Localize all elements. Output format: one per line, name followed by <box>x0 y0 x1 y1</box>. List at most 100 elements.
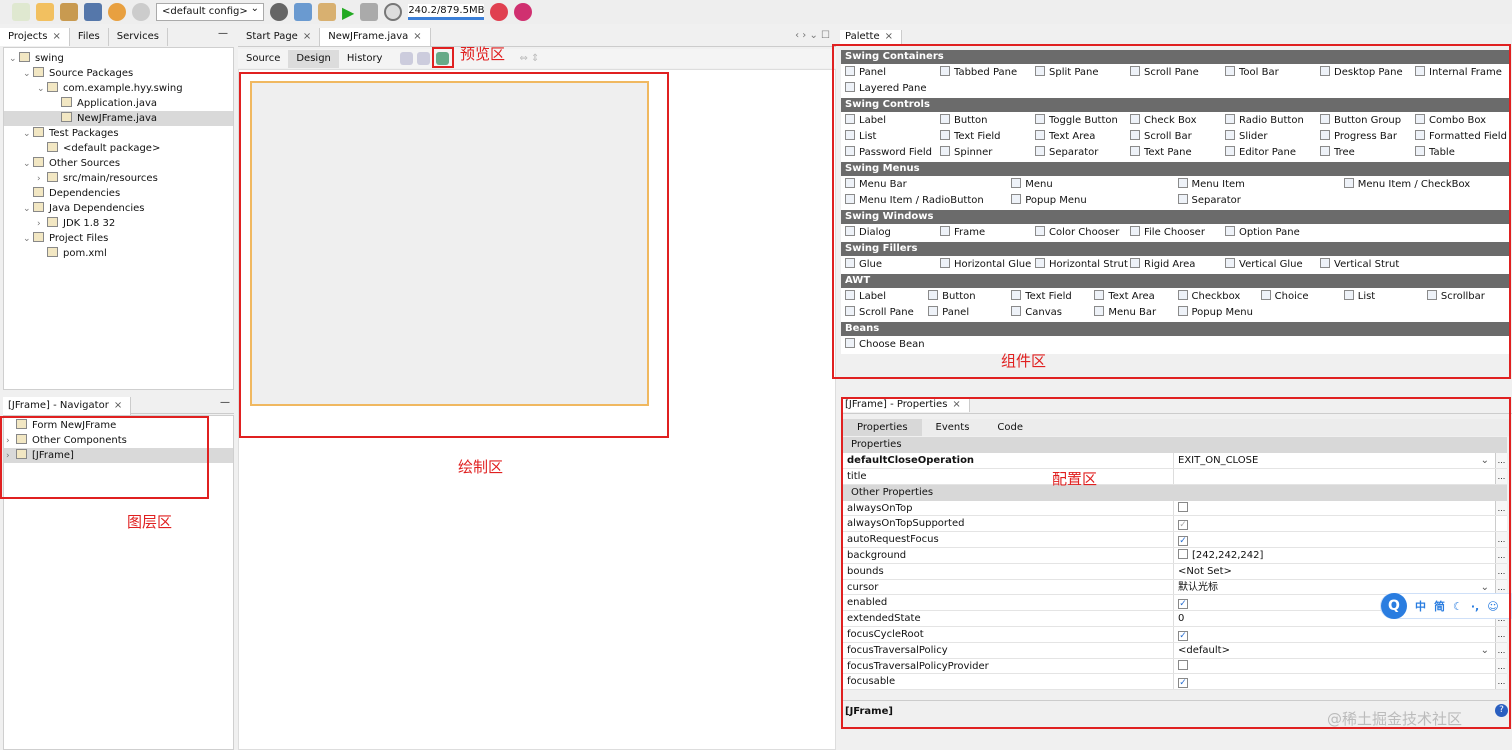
build-icon[interactable] <box>294 3 312 21</box>
ime-punct-icon[interactable]: ·, <box>1470 599 1480 613</box>
palette-item[interactable]: Button <box>940 113 1035 129</box>
palette-item[interactable]: Scroll Pane <box>1130 65 1225 81</box>
property-value[interactable] <box>1174 659 1495 674</box>
property-value[interactable]: [242,242,242] <box>1174 548 1495 563</box>
palette-item[interactable]: Button <box>928 289 1011 305</box>
selection-mode-icon[interactable] <box>400 52 414 65</box>
palette-tab[interactable]: Palette × <box>840 30 903 44</box>
tree-item[interactable]: ⌄ Project Files <box>4 231 233 246</box>
palette-item[interactable]: Check Box <box>1130 113 1225 129</box>
palette-item[interactable]: Menu Bar <box>1094 305 1177 321</box>
palette-item[interactable]: Table <box>1415 145 1510 161</box>
tab-source[interactable]: Source <box>238 50 288 68</box>
property-value[interactable]: ✓ <box>1174 532 1495 547</box>
ellipsis-button[interactable]: ... <box>1495 579 1507 595</box>
tree-item[interactable]: › JDK 1.8 32 <box>4 216 233 231</box>
chevron-down-icon[interactable]: ⌄ <box>1480 644 1489 656</box>
palette-item[interactable]: Separator <box>1035 145 1130 161</box>
ellipsis-button[interactable] <box>1495 516 1507 532</box>
clean-build-icon[interactable] <box>318 3 336 21</box>
ellipsis-button[interactable]: ... <box>1495 468 1507 484</box>
palette-item[interactable]: Slider <box>1225 129 1320 145</box>
navigator-tab[interactable]: [JFrame] - Navigator × <box>3 397 132 415</box>
chevron-down-icon[interactable]: ⌄ <box>1480 455 1489 466</box>
palette-item[interactable]: Toggle Button <box>1035 113 1130 129</box>
palette-category-header[interactable]: Beans <box>841 322 1510 336</box>
ime-toolbar[interactable]: Q 中 简 ☾ ·, ☺ <box>1380 593 1512 619</box>
property-value[interactable]: <Not Set> <box>1174 564 1495 579</box>
palette-item[interactable]: Scroll Bar <box>1130 129 1225 145</box>
save-all-icon[interactable] <box>84 3 102 21</box>
close-icon[interactable]: × <box>113 400 123 411</box>
palette-item[interactable]: List <box>845 129 940 145</box>
palette-item[interactable]: Radio Button <box>1225 113 1320 129</box>
open-project-icon[interactable] <box>60 3 78 21</box>
palette-item[interactable]: Editor Pane <box>1225 145 1320 161</box>
expand-icon[interactable]: › <box>37 219 41 229</box>
tree-item[interactable]: Application.java <box>4 96 233 111</box>
palette-item[interactable]: Rigid Area <box>1130 257 1225 273</box>
tab-projects[interactable]: Projects × <box>0 28 70 46</box>
new-file-icon[interactable] <box>12 3 30 21</box>
palette-item[interactable]: Layered Pane <box>845 81 940 97</box>
ime-emoji-icon[interactable]: ☺ <box>1487 599 1499 613</box>
palette-item[interactable]: Horizontal Strut <box>1035 257 1130 273</box>
expand-icon[interactable]: ⌄ <box>37 84 45 94</box>
property-section[interactable]: Properties <box>843 437 1507 453</box>
ellipsis-button[interactable]: ... <box>1495 563 1507 579</box>
palette-category-header[interactable]: Swing Fillers <box>841 242 1510 256</box>
property-value[interactable]: <default> ⌄ <box>1174 643 1495 658</box>
palette-item[interactable]: Tabbed Pane <box>940 65 1035 81</box>
close-icon[interactable]: × <box>52 31 61 42</box>
property-value[interactable]: 默认光标 ⌄ <box>1174 580 1495 595</box>
property-value[interactable] <box>1174 469 1495 484</box>
debug-icon[interactable] <box>360 3 379 21</box>
minimize-icon[interactable]: — <box>218 28 228 39</box>
property-section[interactable]: Other Properties <box>843 484 1507 501</box>
palette-item[interactable]: Scrollbar <box>1426 289 1510 305</box>
close-icon[interactable]: × <box>884 31 894 42</box>
expand-icon[interactable]: ⌄ <box>23 69 31 79</box>
ellipsis-button[interactable]: ... <box>1495 642 1507 658</box>
palette-item[interactable]: Choose Bean <box>845 337 940 353</box>
design-canvas[interactable] <box>238 69 836 750</box>
palette-item[interactable]: List <box>1343 289 1427 305</box>
tree-item[interactable]: ⌄ Java Dependencies <box>4 201 233 216</box>
property-row[interactable]: autoRequestFocus ✓... <box>843 532 1507 548</box>
tree-item[interactable]: pom.xml <box>4 246 233 261</box>
checkbox[interactable]: ✓ <box>1178 678 1188 689</box>
tree-item[interactable]: › src/main/resources <box>4 171 233 186</box>
undo-icon[interactable] <box>108 3 126 21</box>
tab-files[interactable]: Files <box>70 28 109 46</box>
property-value[interactable]: ✓ <box>1174 627 1495 642</box>
palette-item[interactable]: Frame <box>940 225 1035 241</box>
palette-item[interactable]: Text Area <box>1094 289 1177 305</box>
property-value[interactable]: ✓ <box>1174 516 1495 531</box>
memory-indicator[interactable]: 240.2/879.5MB <box>408 4 484 20</box>
property-row[interactable]: cursor 默认光标 ⌄... <box>843 579 1507 596</box>
ellipsis-button[interactable]: ... <box>1495 674 1507 690</box>
palette-item[interactable]: Formatted Field <box>1415 129 1510 145</box>
properties-tab[interactable]: [JFrame] - Properties × <box>843 397 970 412</box>
palette-item[interactable]: Button Group <box>1320 113 1415 129</box>
expand-icon[interactable]: › <box>37 174 41 184</box>
tree-item[interactable]: ⌄ Other Sources <box>4 156 233 171</box>
palette-category-header[interactable]: Swing Windows <box>841 210 1510 224</box>
help-icon[interactable]: ? <box>1495 704 1508 717</box>
profiler-snapshot-icon[interactable] <box>514 3 533 21</box>
close-icon[interactable]: × <box>952 399 961 410</box>
palette-item[interactable]: Menu Bar <box>845 177 1011 193</box>
tree-item[interactable]: ⌄ com.example.hyy.swing <box>4 81 233 96</box>
property-value[interactable]: ✓ <box>1174 595 1495 610</box>
tree-item[interactable]: ⌄ Source Packages <box>4 66 233 81</box>
globe-icon[interactable] <box>270 3 288 21</box>
palette-item[interactable]: Popup Menu <box>1177 305 1261 321</box>
palette-item[interactable]: Vertical Strut <box>1320 257 1415 273</box>
property-row[interactable]: focusable ✓... <box>843 674 1507 691</box>
palette-category-header[interactable]: Swing Menus <box>841 162 1510 176</box>
connection-mode-icon[interactable] <box>417 52 431 65</box>
palette-category-header[interactable]: AWT <box>841 274 1510 288</box>
editor-tab-nav-icons[interactable]: ‹ › ⌄ ☐ <box>795 30 830 41</box>
palette-item[interactable]: File Chooser <box>1130 225 1225 241</box>
profiler-icon[interactable] <box>490 3 509 21</box>
